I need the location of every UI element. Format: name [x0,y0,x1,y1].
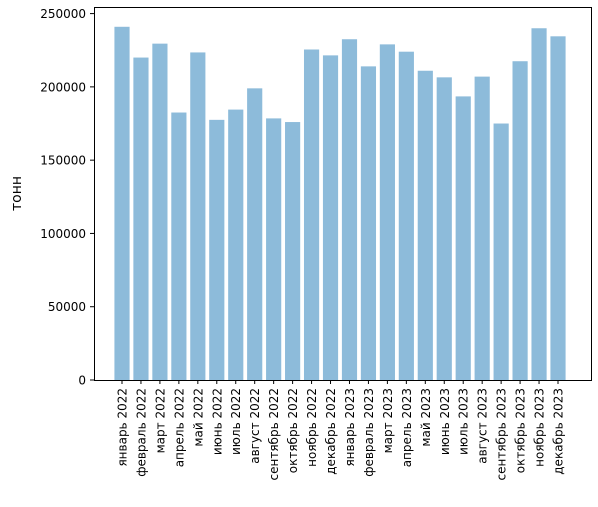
bar [398,51,414,380]
bar [379,44,395,381]
x-tick-label: июль 2022 [229,388,243,455]
bar [152,43,168,380]
x-tick-label: апрель 2022 [172,388,186,467]
bar [285,122,301,381]
bar [455,96,471,381]
bar [474,76,490,381]
bar [341,39,358,381]
y-axis: 0 50000 100000 150000 200000 250000 [40,7,94,388]
bar [550,36,566,381]
x-tick-label: август 2022 [248,388,262,464]
x-tick-label: октябрь 2023 [514,388,528,473]
x-tick-label: июль 2023 [457,388,471,455]
x-tick-label: март 2022 [153,388,167,453]
x-tick-label: февраль 2023 [362,388,376,477]
y-tick-label: 0 [78,374,86,388]
x-tick-label: февраль 2022 [134,388,148,477]
x-tick-label: январь 2022 [116,388,130,467]
x-tick-label: сентябрь 2023 [495,388,509,480]
bar [531,28,547,380]
x-tick-label: май 2023 [419,388,433,447]
x-tick-label: декабрь 2022 [324,388,338,475]
y-tick-label: 50000 [48,300,86,314]
x-tick-label: январь 2023 [343,388,357,467]
bar [228,109,244,380]
x-tick-label: июнь 2023 [438,388,452,455]
bar [190,52,206,381]
bar [209,119,225,380]
bar [493,123,509,381]
x-tick-label: июнь 2022 [210,388,224,455]
x-tick-label: ноябрь 2023 [533,388,547,467]
x-tick-label: август 2023 [476,388,490,464]
x-tick-label: октябрь 2022 [286,388,300,473]
x-tick-label: ноябрь 2022 [305,388,319,467]
y-tick-label: 150000 [40,154,86,168]
bar [133,57,149,381]
x-tick-label: март 2023 [381,388,395,453]
x-tick-label: декабрь 2023 [552,388,566,475]
y-tick-label: 200000 [40,80,86,94]
y-axis-label: тонн [9,176,25,211]
bar [171,112,187,381]
x-tick-label: апрель 2023 [400,388,414,467]
bar [114,26,130,380]
y-tick-label: 250000 [40,7,86,21]
x-axis: январь 2022 февраль 2022 март 2022 апрель 2… [116,380,566,480]
bar [512,61,528,380]
bar [266,118,282,380]
y-tick-label: 100000 [40,227,86,241]
bars-group [114,26,566,381]
bar [247,88,263,380]
bar [360,66,377,381]
bar [417,70,433,380]
bar [322,55,339,381]
x-tick-label: май 2022 [191,388,205,447]
x-tick-label: сентябрь 2022 [267,388,281,480]
bar [303,49,320,380]
bar [436,77,452,380]
